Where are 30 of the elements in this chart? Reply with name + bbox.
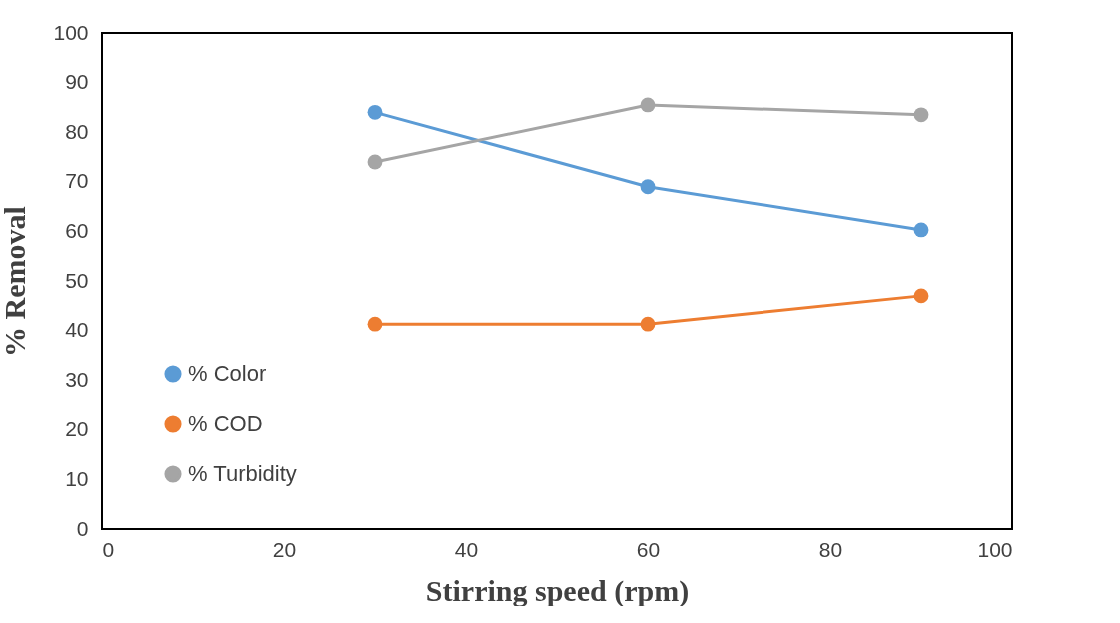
y-tick-label: 80	[65, 119, 89, 143]
y-tick-label: 20	[65, 417, 89, 441]
legend-label: % Turbidity	[188, 461, 297, 486]
y-tick-label: 30	[65, 367, 89, 391]
y-tick-label: 100	[53, 20, 89, 44]
x-tick-label: 0	[102, 537, 115, 561]
point	[913, 107, 929, 123]
x-tick-label: 20	[272, 537, 297, 561]
y-tick-label: 10	[65, 466, 89, 490]
legend-label: % COD	[188, 411, 263, 436]
legend-label: % Color	[188, 361, 267, 386]
x-tick-label: 40	[454, 537, 479, 561]
y-tick-label: 90	[65, 70, 89, 94]
y-tick-label: 40	[65, 318, 89, 342]
point	[640, 97, 656, 113]
point	[913, 288, 929, 304]
point	[367, 104, 383, 120]
point	[913, 222, 929, 238]
x-tick-label: 80	[818, 537, 843, 561]
point	[640, 316, 656, 332]
y-tick-label: 50	[65, 268, 89, 292]
y-tick-label: 0	[76, 516, 89, 540]
point	[367, 154, 383, 170]
point	[367, 316, 383, 332]
y-tick-label: 60	[65, 218, 89, 242]
x-tick-label: 100	[977, 537, 1013, 561]
point	[640, 179, 656, 195]
y-axis-title: % Removal	[0, 206, 32, 357]
x-tick-label: 60	[636, 537, 661, 561]
y-tick-label: 70	[65, 169, 89, 193]
